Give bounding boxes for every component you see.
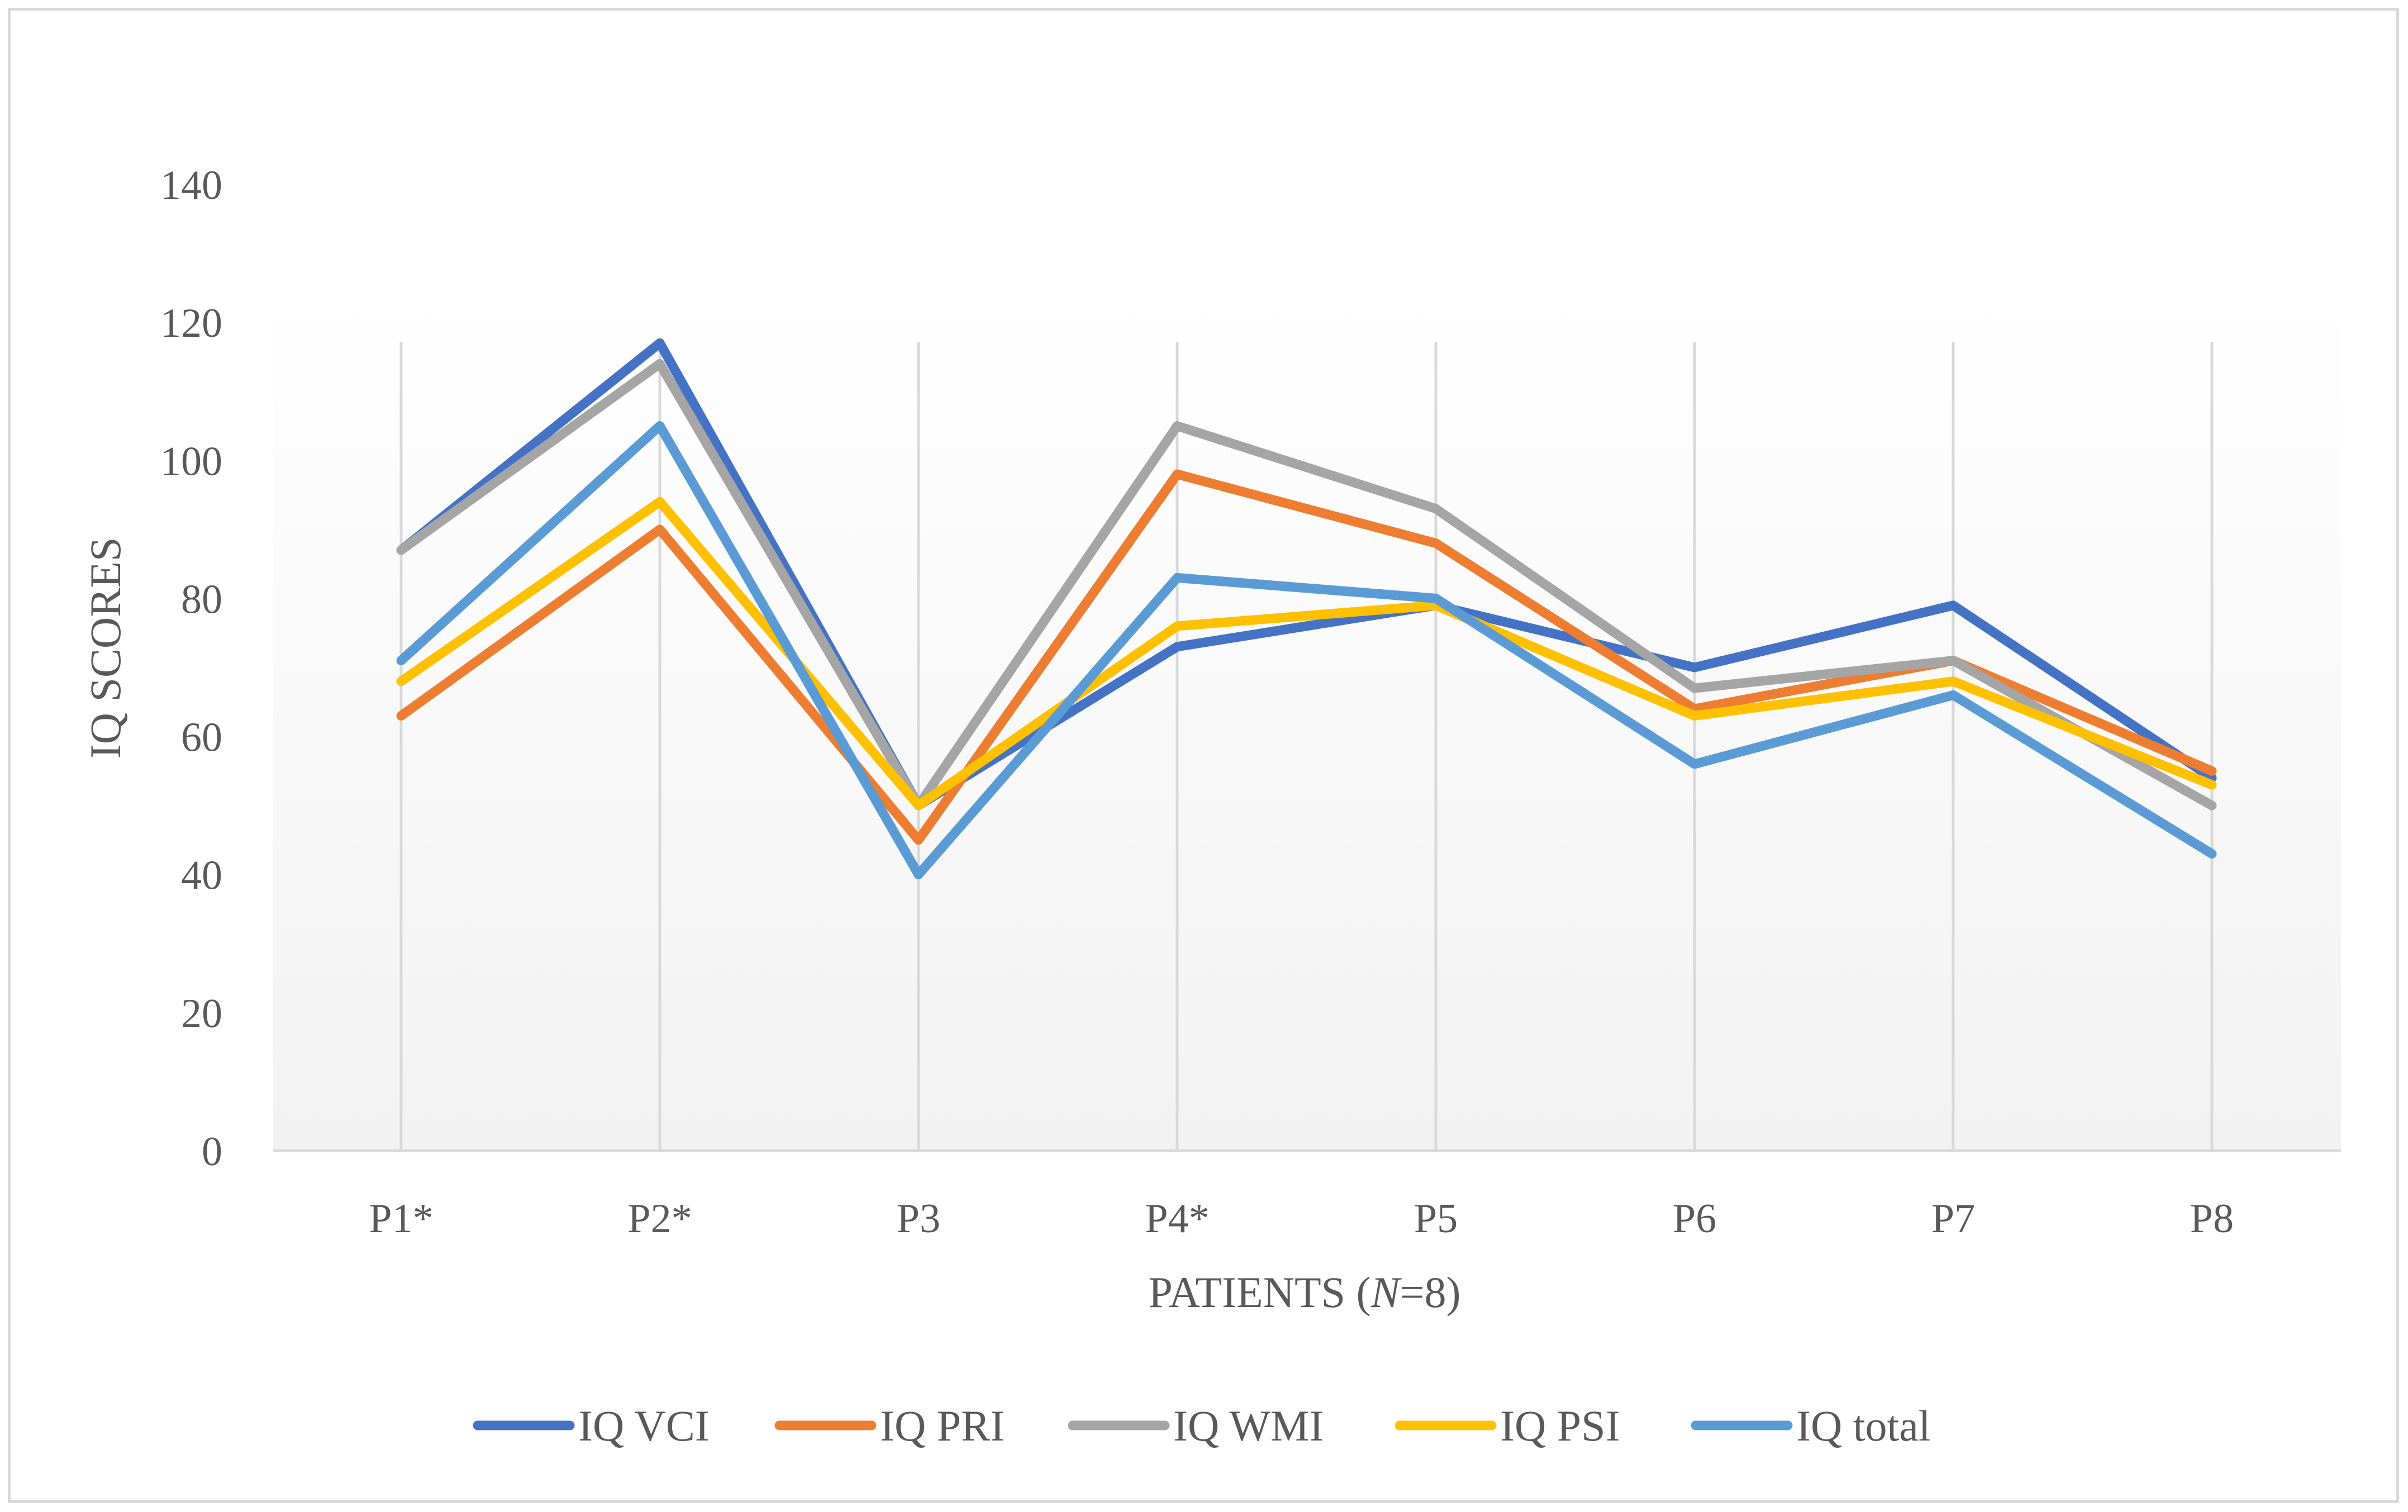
x-tick-label: P8 (2190, 1196, 2234, 1242)
x-tick-label: P5 (1414, 1196, 1458, 1242)
legend-label: IQ PSI (1500, 1401, 1620, 1450)
x-tick-label: P1* (369, 1196, 433, 1242)
series-lines (396, 338, 2217, 880)
series-line-iq-wmi (396, 359, 2217, 810)
series-line-iq-total (396, 421, 2217, 880)
gridlines (399, 341, 2214, 1151)
x-axis-title: PATIENTS (N=8) (1149, 1268, 1461, 1317)
x-tick-label: P6 (1673, 1196, 1716, 1242)
legend-label: IQ VCI (578, 1401, 710, 1450)
x-tick-label: P7 (1931, 1196, 1975, 1242)
legend-label: IQ WMI (1173, 1401, 1324, 1450)
y-tick-label: 40 (181, 853, 222, 899)
y-axis-ticks: 0 20 40 60 80 100 120 140 (160, 163, 222, 1175)
y-tick-label: 120 (160, 301, 222, 346)
series-line-iq-vci (396, 338, 2217, 810)
y-tick-label: 0 (202, 1129, 222, 1175)
x-tick-label: P2* (627, 1196, 692, 1242)
legend-label: IQ total (1796, 1401, 1930, 1450)
y-axis-title: IQ SCORES (81, 537, 130, 759)
legend: IQ VCI IQ PRI IQ WMI IQ PSI IQ total (473, 1401, 1930, 1450)
y-tick-label: 20 (181, 991, 222, 1037)
x-axis-ticks: P1* P2* P3 P4* P5 P6 P7 P8 (369, 1196, 2234, 1242)
y-tick-label: 80 (181, 576, 222, 622)
y-tick-label: 100 (160, 438, 222, 484)
x-tick-label: P3 (897, 1196, 940, 1242)
legend-label: IQ PRI (880, 1401, 1005, 1450)
y-tick-label: 140 (160, 163, 222, 208)
y-tick-label: 60 (181, 715, 222, 761)
x-tick-label: P4* (1145, 1196, 1209, 1242)
series-line-iq-psi (396, 497, 2217, 810)
